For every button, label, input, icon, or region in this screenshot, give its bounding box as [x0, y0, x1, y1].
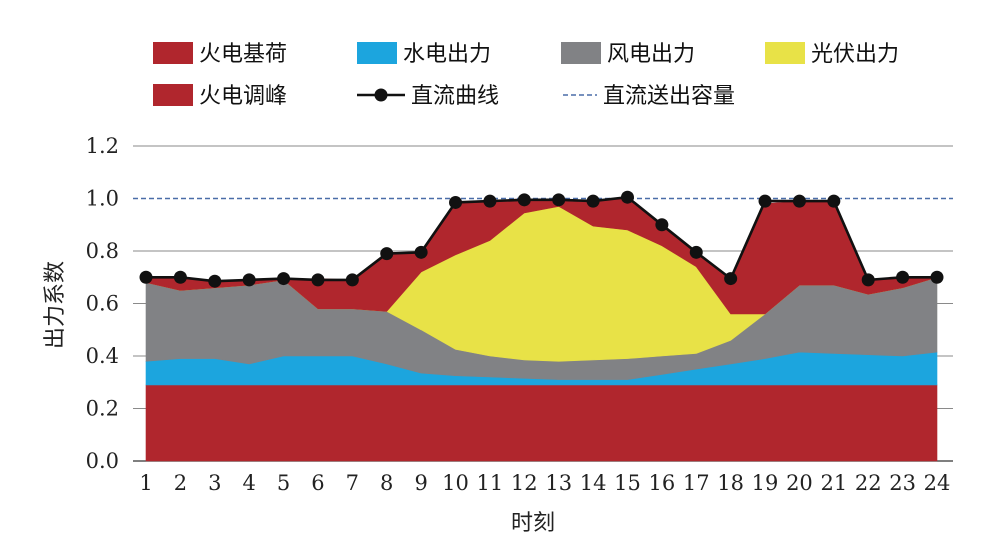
x-tick-label: 15: [614, 471, 641, 495]
dc-curve-point: [655, 218, 669, 232]
dc-curve-point: [277, 272, 291, 286]
x-tick-label: 7: [346, 471, 359, 495]
legend-item-3: 光伏出力: [765, 42, 899, 67]
x-tick-label: 21: [820, 471, 847, 495]
dc-curve-point: [792, 194, 806, 208]
dc-curve-point: [449, 195, 463, 209]
legend-label: 火电基荷: [199, 42, 287, 67]
x-tick-label: 22: [855, 471, 882, 495]
legend-item-0: 火电基荷: [153, 42, 287, 67]
dc-curve-point: [930, 270, 944, 284]
dc-curve-point: [861, 273, 875, 287]
y-tick-label: 1.0: [86, 187, 119, 211]
dc-curve-point: [689, 245, 703, 259]
legend-label: 火电调峰: [199, 84, 287, 109]
x-tick-label: 19: [752, 471, 779, 495]
legend-label: 直流送出容量: [603, 84, 735, 109]
x-tick-label: 11: [477, 471, 504, 495]
legend-label: 风电出力: [607, 42, 695, 67]
dc-curve-point: [208, 274, 222, 288]
legend-label: 光伏出力: [811, 42, 899, 67]
dc-curve-point: [896, 270, 910, 284]
dc-curve-point: [414, 245, 428, 259]
x-tick-label: 1: [139, 471, 152, 495]
stacked-areas: [145, 195, 938, 462]
x-tick-label: 4: [242, 471, 255, 495]
legend-swatch: [357, 42, 397, 64]
x-tick-label: 9: [414, 471, 427, 495]
dc-curve-point: [380, 247, 394, 261]
x-tick-label: 23: [889, 471, 916, 495]
dc-curve-point: [345, 273, 359, 287]
legend-item-1: 水电出力: [357, 42, 491, 67]
dc-curve-point: [517, 193, 531, 207]
legend-swatch: [765, 42, 805, 64]
legend-marker-swatch: [374, 88, 388, 102]
x-tick-label: 5: [277, 471, 290, 495]
y-tick-label: 1.2: [86, 134, 119, 158]
y-tick-label: 0.2: [86, 397, 119, 421]
legend-swatch: [153, 84, 193, 106]
legend-label: 直流曲线: [411, 84, 499, 109]
y-tick-label: 0.4: [86, 344, 119, 368]
legend-item-5: 直流曲线: [357, 84, 499, 109]
x-tick-label: 10: [442, 471, 469, 495]
x-tick-label: 13: [545, 471, 572, 495]
dc-curve-point: [483, 194, 497, 208]
x-tick-label: 16: [649, 471, 676, 495]
y-tick-label: 0.8: [86, 239, 119, 263]
legend-swatch: [153, 42, 193, 64]
x-tick-label: 17: [683, 471, 710, 495]
legend-item-2: 风电出力: [561, 42, 695, 67]
dc-curve-point: [311, 273, 325, 287]
legend-swatch: [561, 42, 601, 64]
y-axis-title: 出力系数: [43, 261, 68, 349]
dc-curve-point: [242, 273, 256, 287]
dc-curve-point: [586, 194, 600, 208]
y-tick-label: 0.6: [86, 292, 119, 316]
dc-curve-point: [758, 194, 772, 208]
dc-curve: [139, 190, 944, 288]
dc-curve-point: [827, 194, 841, 208]
legend-item-4: 火电调峰: [153, 84, 287, 109]
x-tick-label: 6: [311, 471, 324, 495]
legend-item-6: 直流送出容量: [563, 84, 735, 109]
x-axis-title: 时刻: [511, 511, 555, 536]
dc-curve-point: [552, 193, 566, 207]
dc-curve-point: [620, 190, 634, 204]
x-tick-label: 20: [786, 471, 813, 495]
x-tick-label: 12: [511, 471, 538, 495]
dc-curve-point: [173, 270, 187, 284]
x-tick-label: 2: [174, 471, 187, 495]
dc-curve-point: [724, 272, 738, 286]
legend-label: 水电出力: [403, 42, 491, 67]
x-tick-label: 3: [208, 471, 221, 495]
axes: 0.00.20.40.60.81.01.21 2 3 4 5 6 7 8 9 10 11 12 13 14…: [86, 134, 951, 495]
dc-curve-point: [139, 270, 153, 284]
x-tick-label: 14: [580, 471, 607, 495]
x-tick-label: 8: [380, 471, 393, 495]
y-tick-label: 0.0: [86, 449, 119, 473]
x-tick-label: 24: [924, 471, 951, 495]
x-tick-label: 18: [717, 471, 744, 495]
area-series-0: [145, 384, 938, 462]
